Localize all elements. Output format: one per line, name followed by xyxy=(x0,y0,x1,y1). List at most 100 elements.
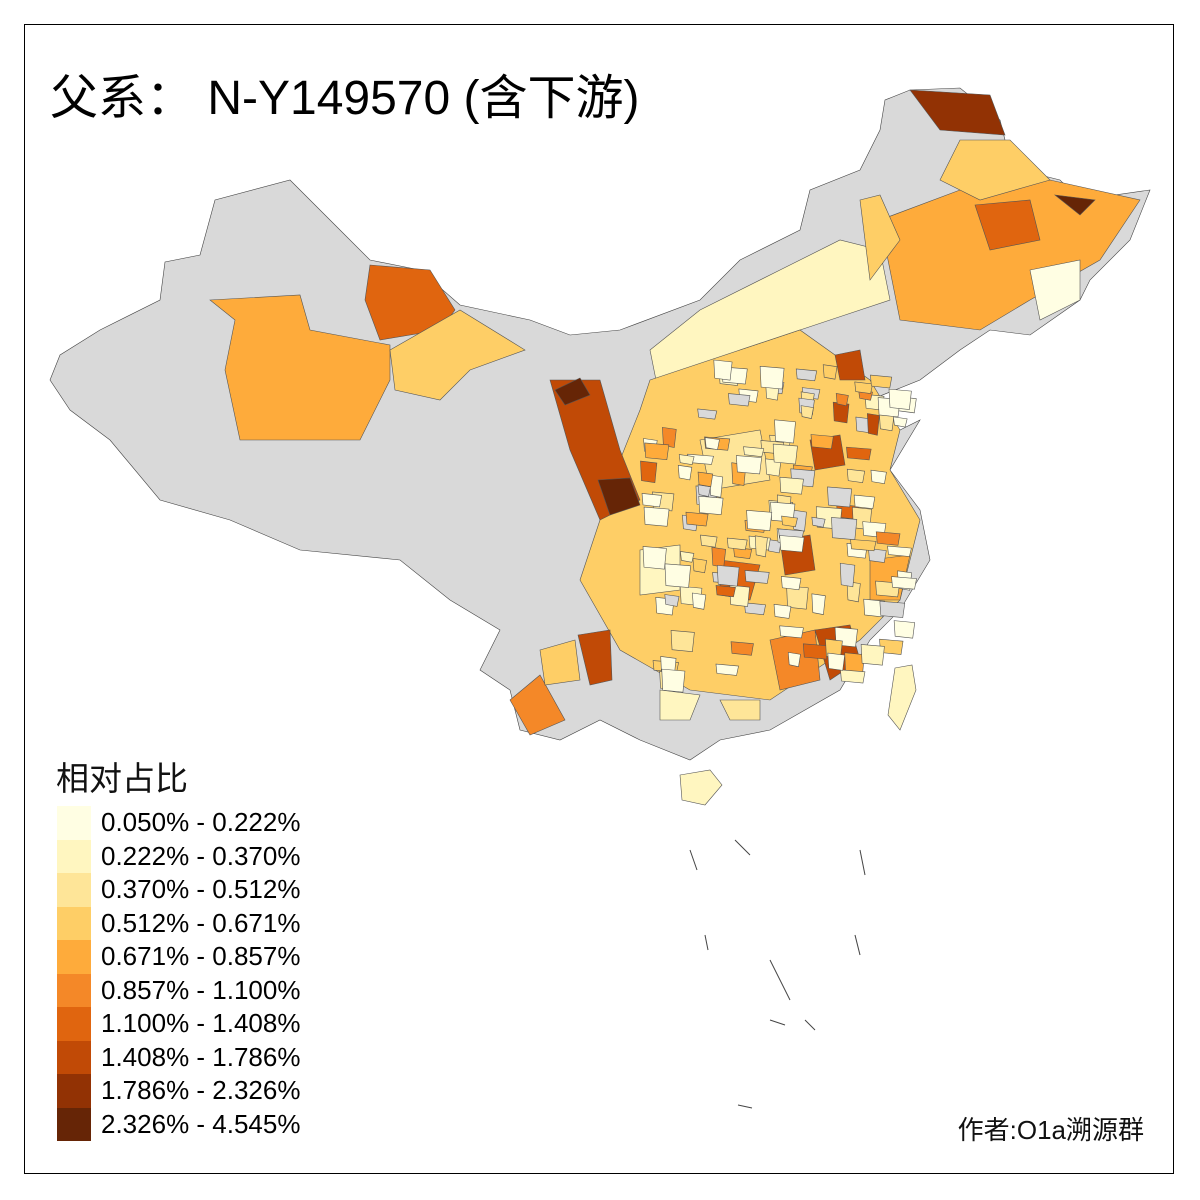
region-prefecture xyxy=(700,534,718,548)
region-prefecture xyxy=(822,364,838,380)
region-prefecture xyxy=(974,199,1041,251)
region-prefecture xyxy=(779,625,804,639)
legend-swatch xyxy=(57,1007,91,1041)
region-prefecture xyxy=(887,545,912,557)
region-prefecture xyxy=(854,381,873,394)
region-prefecture xyxy=(719,699,761,721)
region-prefecture xyxy=(810,434,834,450)
region-prefecture xyxy=(726,537,748,551)
region-prefecture xyxy=(891,576,917,590)
legend-swatch xyxy=(57,1074,91,1108)
region-prefecture xyxy=(846,446,872,461)
region-prefecture xyxy=(827,486,853,508)
legend-item: 2.326% - 4.545% xyxy=(57,1107,301,1141)
legend-label: 1.100% - 1.408% xyxy=(101,1008,301,1039)
region-prefecture xyxy=(835,393,849,407)
region-prefecture xyxy=(697,408,718,420)
region-prefecture xyxy=(888,388,912,410)
region-prefecture xyxy=(870,374,893,389)
region-prefecture xyxy=(800,405,814,419)
region-prefecture xyxy=(811,516,826,528)
region-prefecture xyxy=(554,377,591,406)
legend-label: 0.857% - 1.100% xyxy=(101,974,301,1005)
island-mark xyxy=(859,849,866,876)
region-prefecture xyxy=(715,585,736,598)
region-prefecture xyxy=(772,443,798,465)
region-prefecture xyxy=(713,359,733,381)
legend-label: 0.671% - 0.857% xyxy=(101,941,301,972)
map-title: 父系： N-Y149570 (含下游) xyxy=(50,72,640,125)
region-prefecture xyxy=(939,139,1051,201)
region-prefecture xyxy=(692,558,707,574)
region-prefecture xyxy=(786,585,809,610)
legend-item: 1.100% - 1.408% xyxy=(57,1007,300,1041)
legend-label: 1.408% - 1.786% xyxy=(101,1041,301,1072)
region-prefecture xyxy=(853,494,876,509)
author-credit: 作者:O1a溯源群 xyxy=(957,1115,1144,1145)
island-mark xyxy=(704,934,709,951)
legend-label: 0.222% - 0.370% xyxy=(101,840,301,871)
legend-item: 0.050% - 0.222% xyxy=(57,806,300,840)
island-mark xyxy=(737,1104,753,1109)
region-prefecture xyxy=(1053,194,1096,216)
region-prefecture xyxy=(781,515,798,528)
region-prefecture xyxy=(704,437,720,451)
region-prefecture xyxy=(893,416,908,428)
region-layer xyxy=(209,89,1141,736)
region-prefecture xyxy=(759,365,785,390)
region-prefecture xyxy=(868,548,887,563)
region-prefecture xyxy=(875,531,901,546)
legend: 0.050% - 0.222% 0.222% - 0.370% 0.370% -… xyxy=(57,806,300,1141)
legend-label: 0.050% - 0.222% xyxy=(101,807,301,838)
region-taiwan xyxy=(887,664,917,731)
region-prefecture xyxy=(802,643,829,660)
legend-title: 相对占比 xyxy=(56,760,188,797)
region-prefecture xyxy=(834,349,866,381)
region-prefecture xyxy=(774,419,796,444)
region-prefecture xyxy=(859,194,901,281)
figure-border xyxy=(24,24,1174,1174)
region-prefecture xyxy=(779,535,805,553)
legend-label: 2.326% - 4.545% xyxy=(101,1108,301,1139)
legend-swatch xyxy=(57,906,91,940)
legend-item: 0.370% - 0.512% xyxy=(57,873,300,907)
island-mark xyxy=(854,934,861,956)
legend-swatch xyxy=(57,1107,91,1141)
island-mark xyxy=(804,1019,816,1031)
legend-swatch xyxy=(57,1040,91,1074)
region-prefecture xyxy=(867,413,880,436)
legend-item: 0.671% - 0.857% xyxy=(57,940,300,974)
region-prefecture xyxy=(697,471,714,488)
region-prefecture xyxy=(840,669,866,684)
region-prefecture xyxy=(860,644,885,666)
region-prefecture xyxy=(831,517,858,541)
legend-swatch xyxy=(57,806,91,840)
region-prefecture xyxy=(730,641,754,656)
region-prefecture xyxy=(642,546,667,570)
region-prefecture xyxy=(893,620,916,639)
region-prefecture xyxy=(641,493,662,508)
region-prefecture xyxy=(863,598,886,618)
region-prefecture xyxy=(640,460,658,483)
region-hainan xyxy=(679,769,723,806)
region-prefecture xyxy=(711,546,727,568)
region-prefecture xyxy=(787,652,801,668)
legend-item: 1.786% - 2.326% xyxy=(57,1074,300,1108)
island-mark xyxy=(769,1019,786,1026)
region-prefecture xyxy=(715,663,739,676)
region-prefecture xyxy=(664,563,691,588)
region-prefecture xyxy=(743,446,765,458)
region-prefecture xyxy=(754,535,768,558)
region-prefecture xyxy=(909,89,1006,136)
legend-swatch xyxy=(57,839,91,873)
region-prefecture xyxy=(746,510,773,531)
region-prefecture xyxy=(670,630,695,652)
legend-swatch xyxy=(57,873,91,907)
region-prefecture xyxy=(780,576,802,591)
region-prefecture xyxy=(1029,259,1081,321)
region-prefecture xyxy=(389,309,526,401)
region-prefecture xyxy=(661,668,686,693)
region-prefecture xyxy=(744,570,770,584)
